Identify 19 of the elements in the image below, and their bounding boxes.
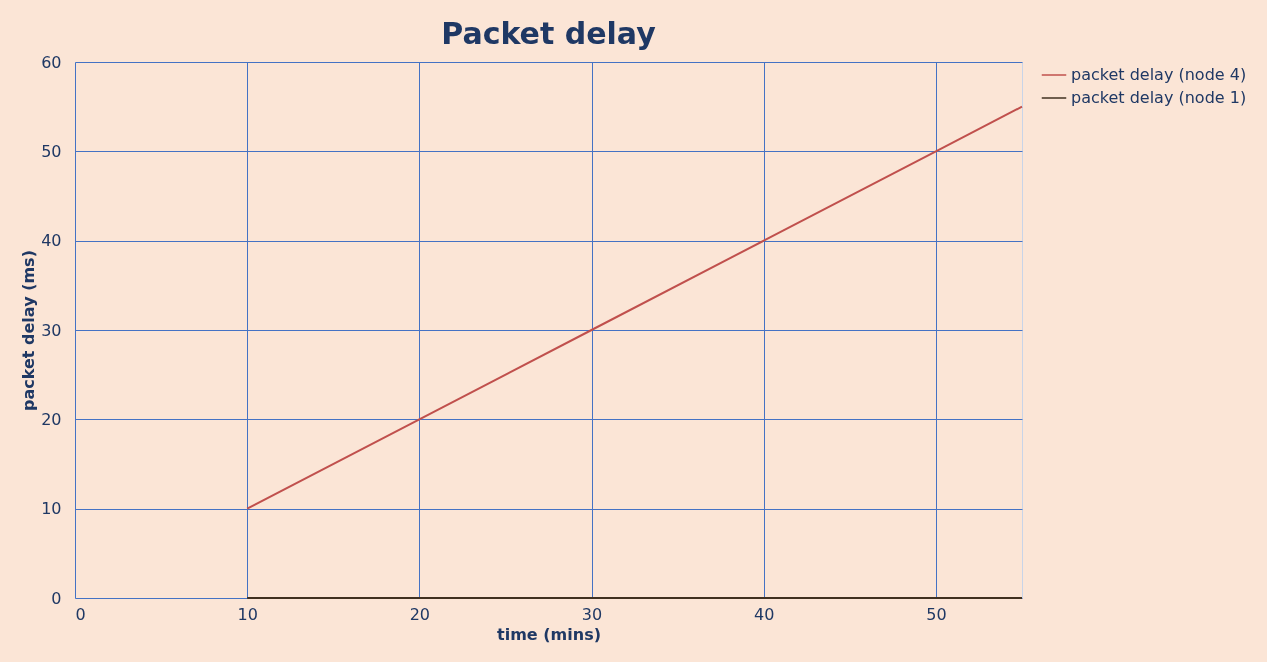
y-axis-title: packet delay (ms) [19, 250, 39, 411]
x-tick-label: 30 [581, 604, 603, 624]
x-tick-label: 0 [75, 604, 86, 624]
line-series [246, 105, 1023, 510]
y-tick-label: 10 [41, 499, 62, 519]
y-tick-label: 50 [41, 141, 62, 161]
x-tick-label: 40 [754, 604, 775, 624]
chart-title: Packet delay [441, 16, 657, 51]
legend-label: packet delay (node 1) [1071, 88, 1247, 107]
y-tick-label: 20 [41, 409, 62, 429]
y-tick-label: 60 [41, 52, 62, 72]
x-axis-title: time (mins) [497, 624, 601, 644]
x-tick-label: 10 [237, 604, 258, 624]
y-tick-label: 30 [41, 320, 62, 340]
legend-label: packet delay (node 4) [1071, 65, 1247, 84]
y-tick-label: 0 [51, 588, 62, 608]
x-tick-label: 20 [409, 604, 431, 624]
x-tick-label: 50 [926, 604, 947, 624]
y-tick-label: 40 [41, 231, 62, 251]
